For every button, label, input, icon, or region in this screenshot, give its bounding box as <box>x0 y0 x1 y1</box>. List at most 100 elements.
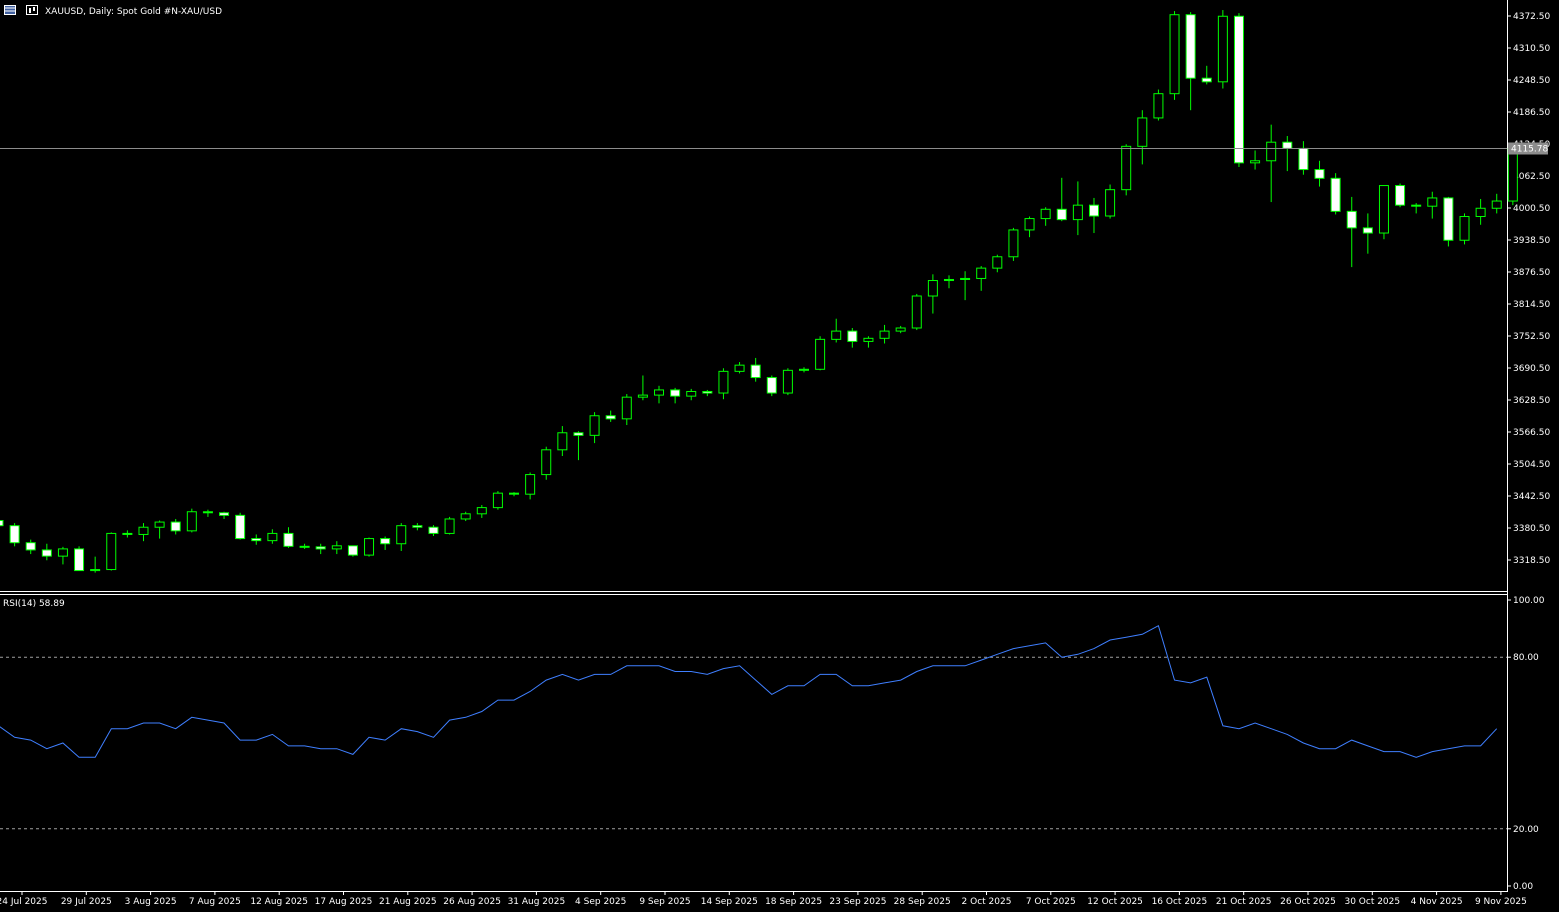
rsi-line <box>0 624 1498 758</box>
candle <box>1346 196 1357 268</box>
price-tick-label: 3504.50 <box>1513 460 1550 470</box>
candle <box>444 516 455 535</box>
bear-candle-body <box>1088 204 1099 217</box>
bull-candle-body <box>1072 204 1083 221</box>
rsi-tick-label: 80.00 <box>1513 653 1539 663</box>
bull-candle-body <box>992 256 1003 269</box>
candle <box>1298 141 1309 175</box>
candle <box>412 523 423 531</box>
candle <box>1282 136 1293 172</box>
bear-candle-body <box>1362 227 1373 234</box>
time-tick-label: 4 Nov 2025 <box>1411 897 1463 907</box>
candle <box>1201 65 1212 85</box>
candle <box>154 520 165 539</box>
bear-candle-body <box>25 542 36 551</box>
price-tick-label: 4186.50 <box>1513 108 1550 118</box>
time-tick-label: 26 Aug 2025 <box>443 897 501 907</box>
candle <box>122 530 133 538</box>
candle <box>90 556 101 573</box>
bear-candle-body <box>702 390 713 394</box>
bull-candle-body <box>1250 160 1261 164</box>
bull-candle-body <box>734 364 745 372</box>
candle <box>718 368 729 400</box>
candles <box>0 10 1518 573</box>
bear-candle-body <box>1443 197 1454 241</box>
time-tick-label: 9 Sep 2025 <box>639 897 690 907</box>
candle <box>1233 13 1244 167</box>
bull-candle-body <box>927 280 938 297</box>
time-axis-ticks: 24 Jul 2025 29 Jul 2025 3 Aug 2025 7 Aug 20… <box>0 891 1527 907</box>
list-icon[interactable] <box>4 5 16 15</box>
candle <box>589 412 600 444</box>
rsi-tick-label: 0.00 <box>1513 882 1533 892</box>
time-tick-label: 2 Oct 2025 <box>962 897 1012 907</box>
candle <box>509 492 520 497</box>
bear-candle-body <box>299 545 310 548</box>
bull-candle-body <box>476 507 487 515</box>
bear-candle-body <box>1233 15 1244 164</box>
time-tick-label: 3 Aug 2025 <box>125 897 177 907</box>
candle <box>815 336 826 371</box>
bear-candle-body <box>235 514 246 540</box>
time-tick-label: 4 Sep 2025 <box>575 897 626 907</box>
bear-candle-body <box>1201 77 1212 83</box>
price-tick-label: 3566.50 <box>1513 428 1550 438</box>
candle <box>1395 183 1406 208</box>
bear-candle-body <box>1395 185 1406 206</box>
bear-candle-body <box>202 511 213 514</box>
candle <box>380 536 391 550</box>
candle <box>1040 207 1051 226</box>
bear-candle-body <box>219 512 230 516</box>
time-tick-label: 26 Oct 2025 <box>1280 897 1336 907</box>
bear-candle-body <box>347 545 358 556</box>
candle <box>219 511 230 519</box>
candle <box>138 523 149 542</box>
time-tick-label: 21 Aug 2025 <box>379 897 437 907</box>
bear-candle-body <box>41 549 52 557</box>
bear-candle-body <box>9 525 20 544</box>
candle <box>992 254 1003 273</box>
bull-candle-body <box>1008 229 1019 258</box>
candle <box>943 275 954 289</box>
time-tick-label: 7 Aug 2025 <box>189 897 241 907</box>
bull-candle-body <box>686 390 697 397</box>
bear-candle-body <box>509 492 520 495</box>
bull-candle-body <box>557 432 568 451</box>
candle <box>1314 160 1325 187</box>
bear-candle-body <box>573 432 584 436</box>
candle <box>541 446 552 480</box>
time-tick-label: 7 Oct 2025 <box>1026 897 1076 907</box>
time-tick-label: 21 Oct 2025 <box>1216 897 1272 907</box>
bull-candle-body <box>460 513 471 520</box>
bear-candle-body <box>0 520 4 527</box>
candlestick-icon[interactable] <box>26 5 38 15</box>
time-tick-label: 23 Sep 2025 <box>829 897 886 907</box>
candle <box>235 512 246 540</box>
price-tick-label: 4310.50 <box>1513 44 1550 54</box>
candle <box>1137 110 1148 165</box>
bear-candle-body <box>1282 141 1293 149</box>
rsi-levels <box>0 656 1507 830</box>
candle <box>879 324 890 344</box>
price-tick-label: 3814.50 <box>1513 300 1550 310</box>
bull-candle-body <box>976 267 987 279</box>
bull-candle-body <box>799 368 809 371</box>
bull-candle-body <box>364 538 375 556</box>
candle <box>492 491 503 510</box>
time-tick-label: 24 Jul 2025 <box>0 897 47 907</box>
bull-candle-body <box>1121 145 1132 191</box>
bull-candle-body <box>1491 200 1502 209</box>
candle <box>186 508 197 533</box>
candle <box>525 472 536 500</box>
bull-candle-body <box>621 396 632 420</box>
candle <box>1459 213 1470 245</box>
time-tick-label: 17 Aug 2025 <box>315 897 373 907</box>
candle <box>1330 173 1341 215</box>
bear-candle-body <box>170 521 181 532</box>
bull-candle-body <box>106 532 117 571</box>
price-tick-label: 3380.50 <box>1513 524 1550 534</box>
price-tick-label: 3628.50 <box>1513 396 1550 406</box>
candle <box>41 543 52 561</box>
candle <box>267 529 278 544</box>
